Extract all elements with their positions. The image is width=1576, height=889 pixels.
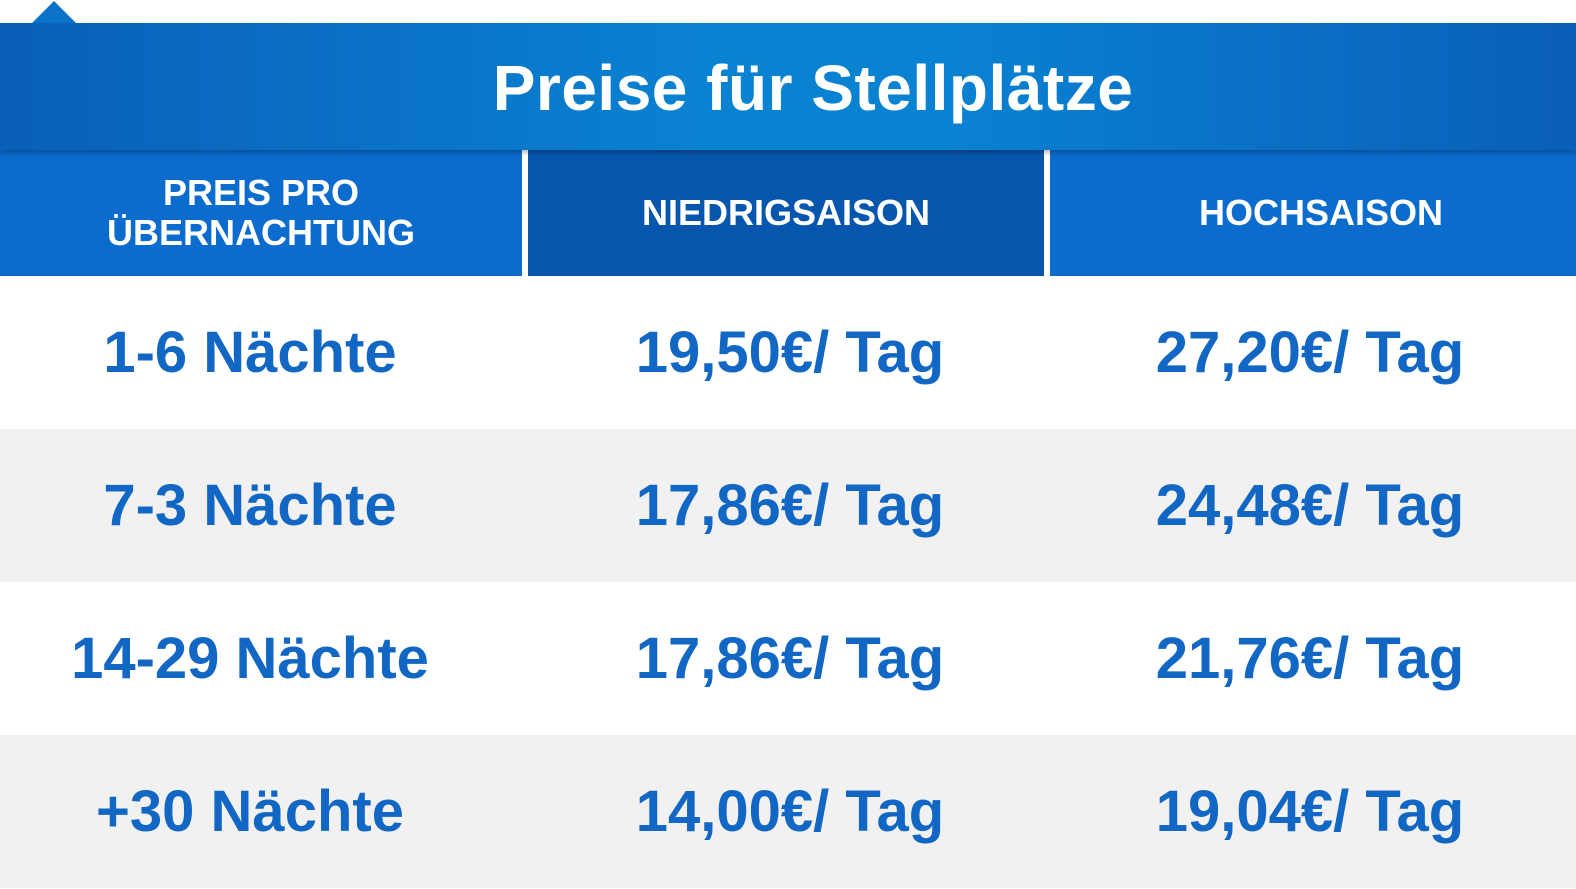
- high-season-price-cell: 19,04€/ Tag: [1155, 779, 1465, 844]
- table-header-row: PREIS PRO ÜBERNACHTUNG NIEDRIGSAISON HOC…: [0, 150, 1576, 276]
- high-season-price-cell: 24,48€/ Tag: [1155, 473, 1465, 538]
- page-title: Preise für Stellplätze: [492, 52, 1134, 124]
- table-row: 7-3 Nächte 17,86€/ Tag 24,48€/ Tag: [0, 429, 1576, 582]
- header-price-per-night-label: PREIS PRO ÜBERNACHTUNG: [107, 172, 415, 253]
- duration-cell: +30 Nächte: [96, 779, 404, 844]
- duration-cell: 1-6 Nächte: [103, 320, 397, 385]
- header-low-season: NIEDRIGSAISON: [528, 150, 1044, 276]
- table-row: +30 Nächte 14,00€/ Tag 19,04€/ Tag: [0, 735, 1576, 888]
- low-season-price-cell: 17,86€/ Tag: [635, 473, 945, 538]
- header-price-per-night: PREIS PRO ÜBERNACHTUNG: [0, 150, 522, 276]
- low-season-price-cell: 14,00€/ Tag: [635, 779, 945, 844]
- header-low-season-label: NIEDRIGSAISON: [641, 192, 931, 233]
- duration-cell: 7-3 Nächte: [103, 473, 397, 538]
- duration-cell: 14-29 Nächte: [71, 626, 429, 691]
- header-high-season-label: HOCHSAISON: [1198, 192, 1444, 233]
- top-strip: [0, 0, 1576, 23]
- pointer-notch: [32, 1, 76, 23]
- high-season-price-cell: 27,20€/ Tag: [1155, 320, 1465, 385]
- table-row: 1-6 Nächte 19,50€/ Tag 27,20€/ Tag: [0, 276, 1576, 429]
- low-season-price-cell: 19,50€/ Tag: [635, 320, 945, 385]
- table-body: 1-6 Nächte 19,50€/ Tag 27,20€/ Tag 7-3 N…: [0, 276, 1576, 888]
- table-row: 14-29 Nächte 17,86€/ Tag 21,76€/ Tag: [0, 582, 1576, 735]
- low-season-price-cell: 17,86€/ Tag: [635, 626, 945, 691]
- high-season-price-cell: 21,76€/ Tag: [1155, 626, 1465, 691]
- header-high-season: HOCHSAISON: [1050, 150, 1576, 276]
- title-bar: Preise für Stellplätze: [0, 23, 1576, 150]
